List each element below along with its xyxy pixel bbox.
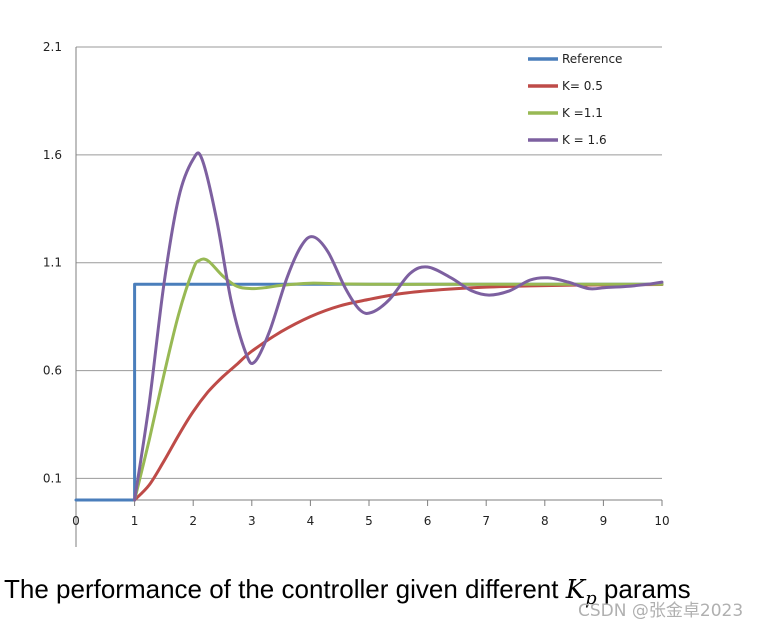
- y-tick-label: 1.6: [43, 148, 62, 162]
- x-tick-label: 2: [189, 514, 197, 528]
- caption-symbol: K: [565, 575, 586, 605]
- legend: Reference K= 0.5 K =1.1 K = 1.6: [528, 52, 622, 147]
- caption-subscript: p: [585, 588, 597, 610]
- series-line-4: [133, 151, 664, 502]
- x-tick-label: 9: [600, 514, 608, 528]
- chart-caption: The performance of the controller given …: [4, 574, 691, 609]
- x-tick-label: 10: [654, 514, 669, 528]
- x-tick-label: 4: [307, 514, 315, 528]
- series-line-2: [133, 283, 664, 502]
- x-tick-label: 5: [365, 514, 373, 528]
- caption-suffix: params: [596, 574, 691, 604]
- x-tick-label: 8: [541, 514, 549, 528]
- series-line-3: [133, 257, 664, 502]
- y-axis-ticks: 0.1 0.6 1.1 1.6 2.1: [43, 40, 62, 485]
- watermark: CSDN @张金卓2023: [578, 601, 744, 621]
- series-lines: [74, 151, 664, 502]
- gridlines: [76, 46, 662, 479]
- legend-label-2: K= 0.5: [562, 79, 603, 93]
- caption-math-symbol: Kp: [565, 575, 597, 609]
- legend-label-1: Reference: [562, 52, 622, 66]
- x-tick-label: 1: [131, 514, 139, 528]
- chart: 0.1 0.6 1.1 1.6 2.1 0 1 2 3 4 5 6 7 8 9 10 Reference K=…: [43, 40, 670, 547]
- x-tick-label: 6: [424, 514, 432, 528]
- legend-label-3: K =1.1: [562, 106, 603, 120]
- x-tick-label: 7: [482, 514, 490, 528]
- x-axis-ticks: 0 1 2 3 4 5 6 7 8 9 10: [72, 500, 670, 528]
- y-tick-label: 1.1: [43, 256, 62, 270]
- x-tick-label: 0: [72, 514, 80, 528]
- axes: [75, 47, 662, 547]
- series-line-1: [74, 282, 664, 502]
- y-tick-label: 2.1: [43, 40, 62, 54]
- y-tick-label: 0.1: [43, 471, 62, 485]
- caption-text: The performance of the controller given …: [4, 574, 566, 604]
- legend-label-4: K = 1.6: [562, 133, 607, 147]
- x-tick-label: 3: [248, 514, 256, 528]
- y-tick-label: 0.6: [43, 364, 62, 378]
